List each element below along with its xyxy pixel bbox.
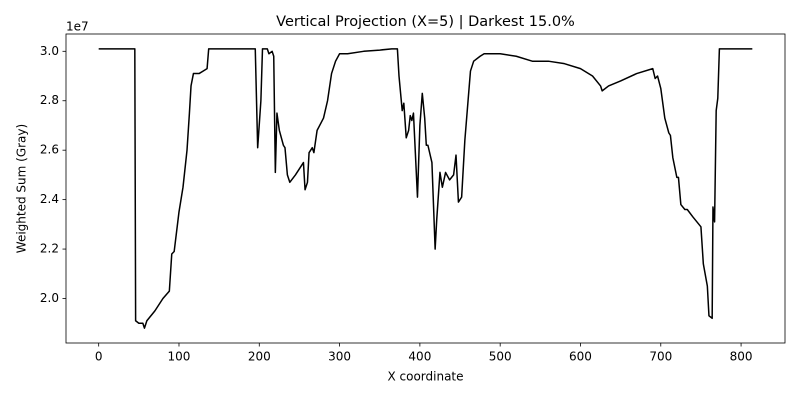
x-tick-label: 200 [248, 350, 271, 364]
y-tick-label: 2.8 [40, 93, 59, 107]
x-tick-label: 100 [168, 350, 191, 364]
x-axis-label: X coordinate [387, 370, 463, 384]
x-tick-label: 700 [649, 350, 672, 364]
x-tick-label: 600 [569, 350, 592, 364]
y-axis-label: Weighted Sum (Gray) [15, 124, 29, 253]
x-tick-label: 800 [730, 350, 753, 364]
x-tick-label: 400 [408, 350, 431, 364]
plot-frame [65, 33, 786, 344]
chart-title: Vertical Projection (X=5) | Darkest 15.0… [276, 14, 575, 30]
y-tick-label: 2.6 [40, 143, 59, 157]
x-tick-label: 500 [489, 350, 512, 364]
y-tick-label: 2.2 [40, 242, 59, 256]
y-tick-label: 2.4 [40, 192, 59, 206]
x-tick-label: 300 [328, 350, 351, 364]
data-line [98, 48, 753, 329]
y-tick-label: 3.0 [40, 44, 59, 58]
x-tick-label: 0 [95, 350, 103, 364]
y-tick-label: 2.0 [40, 291, 59, 305]
y-offset-label: 1e7 [66, 20, 89, 34]
